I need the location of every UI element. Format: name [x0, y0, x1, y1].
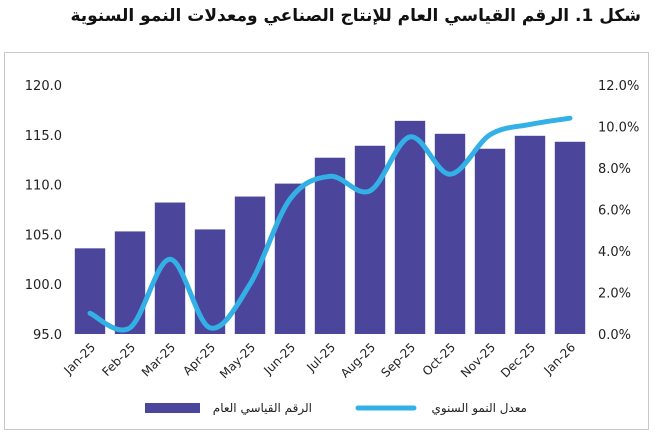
- right-tick-label: 0.0%: [598, 328, 631, 343]
- chart-title: شكل 1. الرقم القياسي العام للإنتاج الصنا…: [70, 6, 641, 26]
- legend: الرقم القياسي العام معدل النمو السنوي: [145, 401, 527, 416]
- left-tick-label: 120.0: [25, 79, 62, 94]
- left-tick-label: 100.0: [25, 278, 62, 293]
- x-tick-label: Apr-25: [180, 340, 218, 378]
- x-tick-label: Aug-25: [338, 340, 378, 380]
- x-tick-label: Nov-25: [458, 340, 498, 380]
- bar-nov-25: [474, 148, 506, 334]
- bar-dec-25: [514, 135, 546, 334]
- bar-feb-25: [114, 231, 146, 334]
- right-tick-label: 2.0%: [598, 287, 631, 302]
- legend-bar-label: الرقم القياسي العام: [213, 401, 312, 416]
- left-tick-label: 110.0: [25, 179, 62, 194]
- x-tick-label: Jun-25: [260, 340, 298, 378]
- legend-bar-swatch: [145, 403, 200, 413]
- bar-sep-25: [394, 120, 426, 334]
- left-tick-label: 105.0: [25, 228, 62, 243]
- x-tick-label: Mar-25: [139, 340, 178, 379]
- right-tick-label: 12.0%: [598, 79, 639, 94]
- bar-jan-26: [554, 141, 586, 334]
- left-tick-label: 115.0: [25, 129, 62, 144]
- bar-series: [74, 120, 586, 334]
- x-tick-label: Oct-25: [420, 340, 458, 378]
- x-tick-label: Sep-25: [378, 340, 418, 380]
- chart-frame: [4, 52, 649, 430]
- left-axis: 95.0 100.0 105.0 110.0 115.0 120.0: [25, 79, 62, 343]
- growth-line: [87, 115, 573, 333]
- x-tick-label: May-25: [217, 340, 258, 381]
- x-tick-label: Dec-25: [498, 340, 538, 380]
- right-tick-label: 4.0%: [598, 245, 631, 260]
- right-axis: 0.0% 2.0% 4.0% 6.0% 8.0% 10.0% 12.0%: [598, 79, 639, 343]
- x-tick-label: Feb-25: [99, 340, 138, 379]
- bar-jun-25: [274, 183, 306, 334]
- right-tick-label: 10.0%: [598, 121, 639, 136]
- left-tick-label: 95.0: [33, 328, 62, 343]
- right-tick-label: 8.0%: [598, 162, 631, 177]
- x-tick-label: Jan-25: [61, 340, 99, 378]
- x-tick-label: Jul-25: [303, 340, 338, 375]
- bar-jul-25: [314, 157, 346, 334]
- legend-line-label: معدل النمو السنوي: [431, 401, 527, 416]
- right-tick-label: 6.0%: [598, 204, 631, 219]
- x-tick-label: Jan-26: [541, 340, 579, 378]
